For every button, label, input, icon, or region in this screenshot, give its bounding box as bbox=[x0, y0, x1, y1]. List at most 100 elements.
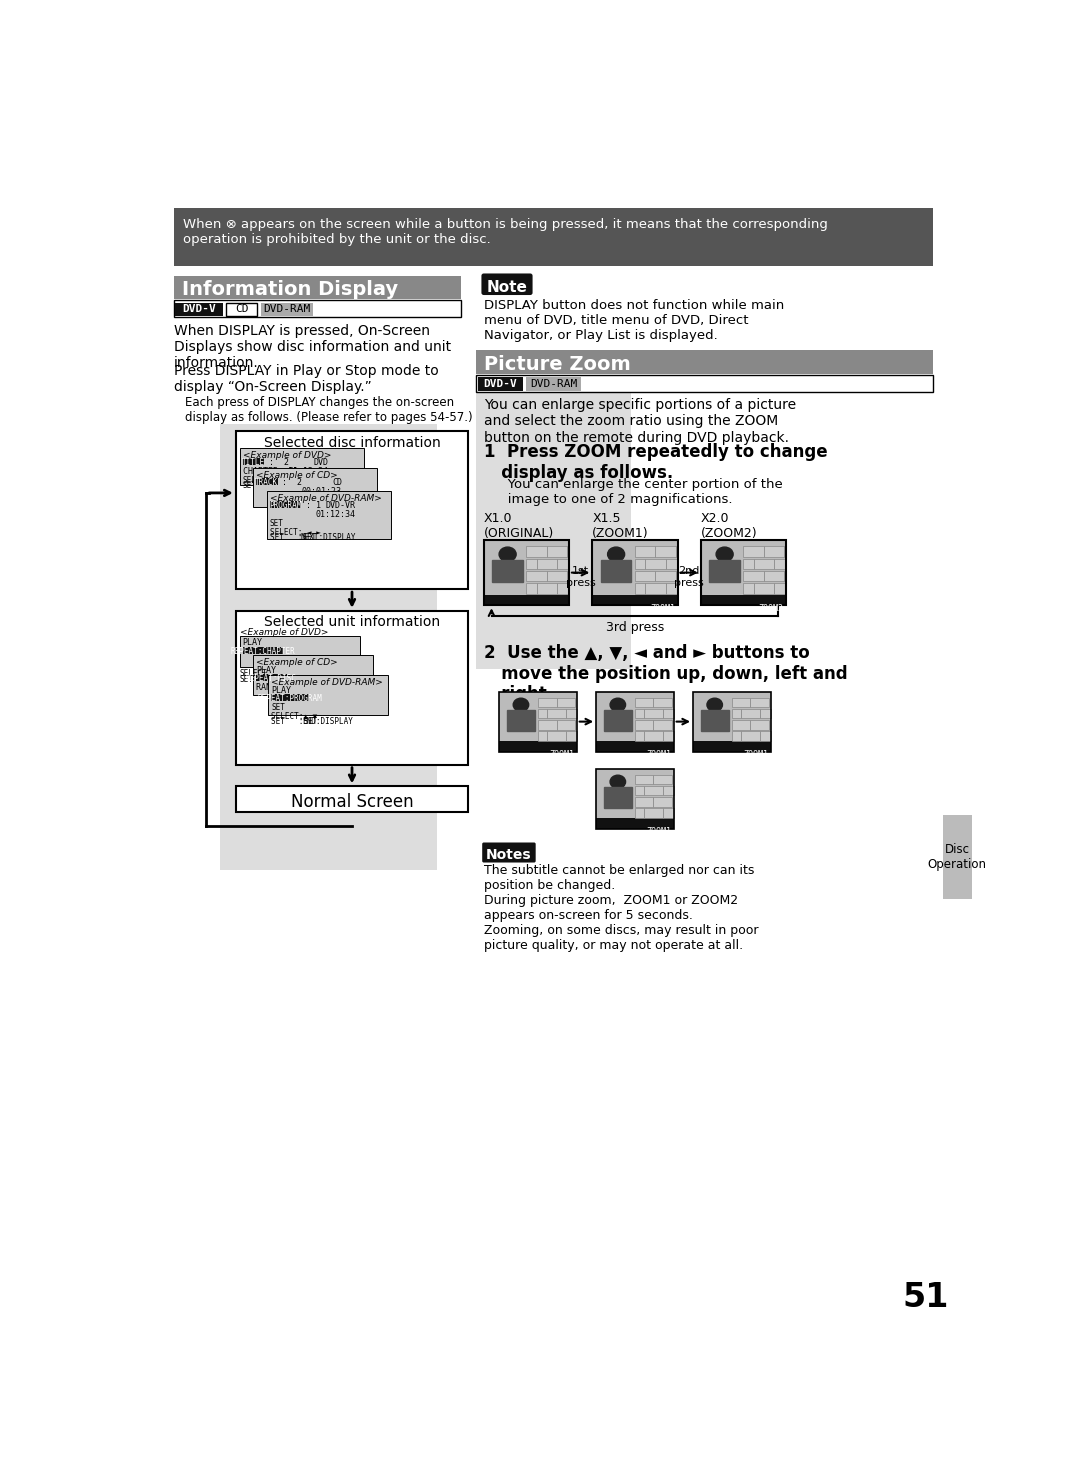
Bar bbox=[546, 546, 567, 556]
Text: SELE: SELE bbox=[243, 476, 261, 485]
Ellipse shape bbox=[608, 548, 624, 562]
Text: PLAY: PLAY bbox=[243, 638, 262, 647]
Bar bbox=[526, 571, 546, 581]
Ellipse shape bbox=[610, 774, 625, 789]
Text: DVD-VR: DVD-VR bbox=[326, 501, 356, 511]
Bar bbox=[270, 501, 301, 508]
Bar bbox=[256, 673, 287, 681]
Text: You can enlarge specific portions of a picture
and select the zoom ratio using t: You can enlarge specific portions of a p… bbox=[484, 398, 796, 445]
Text: <Example of DVD>: <Example of DVD> bbox=[240, 628, 328, 637]
Text: RANDOM PLAY: RANDOM PLAY bbox=[256, 684, 311, 692]
Text: ZOOM2: ZOOM2 bbox=[758, 603, 784, 613]
Bar bbox=[759, 709, 770, 719]
Bar bbox=[943, 815, 972, 899]
Bar bbox=[567, 571, 569, 581]
Text: DVD-RAM: DVD-RAM bbox=[530, 379, 577, 389]
Bar bbox=[243, 458, 265, 466]
Bar bbox=[548, 709, 566, 719]
Text: Selected disc information: Selected disc information bbox=[264, 436, 441, 449]
Text: PLAY: PLAY bbox=[271, 687, 292, 695]
Polygon shape bbox=[710, 559, 740, 583]
Bar bbox=[596, 769, 674, 829]
Bar bbox=[240, 637, 360, 668]
Text: Disc
Operation: Disc Operation bbox=[928, 843, 987, 871]
Bar bbox=[220, 423, 437, 870]
Bar bbox=[235, 610, 469, 764]
Bar bbox=[243, 647, 283, 654]
Bar bbox=[644, 709, 663, 719]
Polygon shape bbox=[600, 559, 632, 583]
Text: PLAY: PLAY bbox=[256, 666, 275, 675]
Text: END:DISPLAY: END:DISPLAY bbox=[302, 717, 353, 726]
Text: 1  Press ZOOM repeatedly to change
   display as follows.: 1 Press ZOOM repeatedly to change displa… bbox=[484, 444, 827, 482]
Bar bbox=[774, 583, 786, 594]
Bar bbox=[557, 559, 569, 569]
Bar bbox=[701, 540, 786, 605]
Text: SELECT:▲ ▼: SELECT:▲ ▼ bbox=[271, 712, 318, 720]
Bar bbox=[526, 546, 546, 556]
Bar bbox=[538, 709, 548, 719]
Bar bbox=[537, 559, 557, 569]
Bar bbox=[499, 691, 577, 751]
Bar bbox=[260, 303, 313, 316]
Text: Information Display: Information Display bbox=[181, 281, 397, 300]
Polygon shape bbox=[507, 710, 535, 731]
Bar bbox=[653, 796, 672, 807]
Bar bbox=[484, 594, 569, 605]
Text: ZOOM1: ZOOM1 bbox=[550, 750, 575, 760]
Bar bbox=[538, 732, 548, 741]
Bar bbox=[526, 583, 537, 594]
Text: PROGRAM: PROGRAM bbox=[269, 501, 301, 511]
Bar bbox=[784, 571, 786, 581]
Bar bbox=[645, 559, 665, 569]
Text: Picture Zoom: Picture Zoom bbox=[484, 356, 631, 375]
Bar bbox=[484, 540, 569, 605]
Polygon shape bbox=[604, 786, 632, 808]
Bar bbox=[256, 479, 278, 485]
Bar bbox=[635, 796, 653, 807]
Text: SET: SET bbox=[243, 482, 257, 490]
Text: DVD-V: DVD-V bbox=[483, 379, 517, 389]
Bar bbox=[676, 571, 677, 581]
Bar bbox=[174, 300, 460, 318]
Bar bbox=[774, 559, 786, 569]
Bar bbox=[665, 559, 677, 569]
Bar bbox=[477, 378, 523, 391]
Text: :  2: : 2 bbox=[269, 458, 289, 467]
Text: CHAPTER: 11: CHAPTER: 11 bbox=[243, 467, 298, 476]
Bar bbox=[693, 691, 770, 751]
Ellipse shape bbox=[499, 548, 516, 562]
Bar bbox=[635, 559, 645, 569]
Text: CD: CD bbox=[332, 479, 342, 488]
Text: ZOOM1: ZOOM1 bbox=[646, 827, 672, 836]
Bar bbox=[538, 697, 556, 707]
Bar bbox=[656, 546, 676, 556]
Text: 3rd press: 3rd press bbox=[606, 621, 664, 634]
Text: <Example of DVD-RAM>: <Example of DVD-RAM> bbox=[270, 493, 381, 502]
Bar bbox=[653, 720, 672, 729]
Bar bbox=[635, 697, 653, 707]
Bar bbox=[476, 375, 933, 392]
Text: Selected unit information: Selected unit information bbox=[264, 615, 440, 630]
Text: The subtitle cannot be enlarged nor can its
position be changed.
During picture : The subtitle cannot be enlarged nor can … bbox=[484, 864, 758, 952]
Bar bbox=[663, 786, 674, 795]
Bar bbox=[732, 732, 741, 741]
Polygon shape bbox=[604, 710, 632, 731]
Bar bbox=[701, 594, 786, 605]
Bar bbox=[271, 694, 309, 701]
Text: 01:12:34: 01:12:34 bbox=[315, 509, 356, 518]
Text: REPEAT:PROGRAM: REPEAT:PROGRAM bbox=[258, 694, 322, 703]
Bar bbox=[484, 275, 530, 293]
Bar bbox=[174, 275, 460, 299]
Bar bbox=[635, 546, 656, 556]
Bar bbox=[743, 571, 764, 581]
Bar bbox=[732, 697, 751, 707]
Bar bbox=[635, 720, 653, 729]
Text: 1st
press: 1st press bbox=[566, 567, 595, 589]
Bar bbox=[635, 709, 644, 719]
Bar bbox=[635, 786, 644, 795]
Bar bbox=[635, 571, 656, 581]
Bar bbox=[754, 559, 774, 569]
Bar bbox=[566, 732, 577, 741]
Bar bbox=[635, 774, 653, 785]
